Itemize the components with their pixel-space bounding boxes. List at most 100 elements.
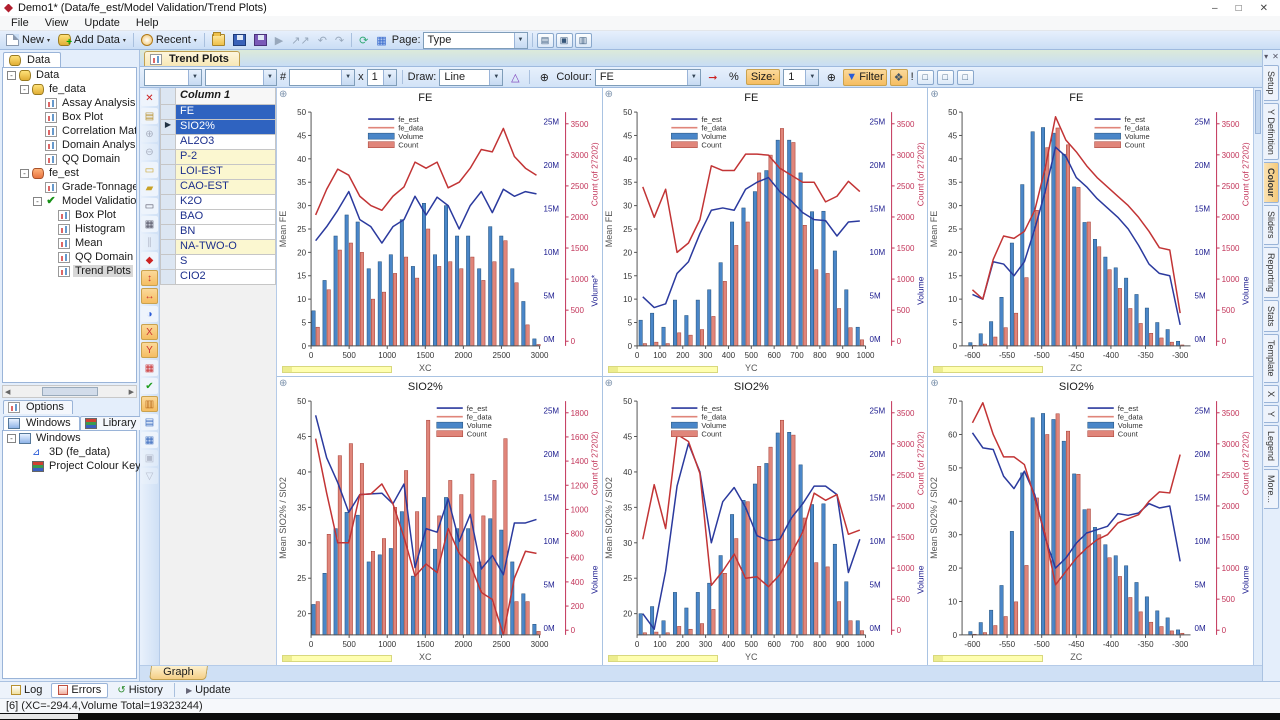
update-tab[interactable]: ▶ Update: [185, 684, 231, 696]
column-name-cell[interactable]: CIO2: [176, 270, 276, 285]
panel-tab-setup[interactable]: Setup: [1264, 65, 1279, 101]
maximize-icon[interactable]: □: [1235, 2, 1242, 14]
windows-tab[interactable]: Windows: [3, 416, 80, 430]
panel-tab-more-[interactable]: More...: [1264, 469, 1279, 510]
row-gutter[interactable]: [160, 180, 176, 195]
pan-compass-icon[interactable]: ⊕: [604, 378, 614, 389]
scroll-left-icon[interactable]: ◀: [5, 388, 11, 396]
tree-expander-icon[interactable]: -: [20, 84, 29, 94]
horizontal-extent-icon[interactable]: ↔: [141, 288, 158, 304]
menu-view[interactable]: View: [44, 17, 69, 29]
tree-item-project-colour-keys[interactable]: +Project Colour Keys: [3, 459, 146, 473]
row-gutter[interactable]: [160, 210, 176, 225]
tree-item-trend-plots[interactable]: +Trend Plots: [3, 264, 136, 278]
run-button[interactable]: ▶: [272, 32, 286, 49]
charts-vscrollbar[interactable]: [1253, 88, 1262, 665]
row-gutter[interactable]: [160, 270, 176, 285]
row-gutter[interactable]: [160, 135, 176, 150]
pin-dropdown-icon[interactable]: ▾: [1264, 52, 1269, 61]
panel-tab-reporting[interactable]: Reporting: [1264, 246, 1279, 298]
column-row-na-two-o[interactable]: NA-TWO-O: [160, 240, 276, 255]
close-icon[interactable]: ✕: [141, 90, 158, 106]
close-panel-icon[interactable]: ✕: [1272, 52, 1279, 61]
scroll-thumb[interactable]: [41, 387, 98, 396]
diamond-icon[interactable]: ◆: [141, 252, 158, 268]
size-target-button[interactable]: ⊕: [822, 69, 840, 86]
column-row-cio2[interactable]: CIO2: [160, 270, 276, 285]
percent-button[interactable]: %: [728, 71, 739, 83]
page-type-combo[interactable]: Type ▼: [422, 31, 528, 49]
new-window-icon[interactable]: ▤: [141, 108, 158, 124]
panel-tab-stats[interactable]: Stats: [1264, 299, 1279, 333]
tree-item-qq-domain[interactable]: +QQ Domain: [3, 152, 136, 166]
column-row-bao[interactable]: BAO: [160, 210, 276, 225]
log-tab[interactable]: Log: [4, 683, 49, 698]
row-gutter[interactable]: [160, 240, 176, 255]
chart-range-slider[interactable]: [933, 655, 1044, 662]
column-name-cell[interactable]: K2O: [176, 195, 276, 210]
tree-expander-icon[interactable]: -: [33, 196, 42, 206]
options-tab[interactable]: Options: [3, 400, 73, 414]
current-row-marker[interactable]: ▶: [160, 120, 176, 135]
column-row-p-2[interactable]: P-2: [160, 150, 276, 165]
apply-colour-button[interactable]: ➞: [704, 69, 722, 86]
column-row-k2o[interactable]: K2O: [160, 195, 276, 210]
pan-compass-icon[interactable]: ⊕: [279, 89, 288, 100]
tree-item-windows[interactable]: - Windows: [3, 431, 136, 445]
column-name-cell[interactable]: FE: [176, 105, 276, 120]
panel-tab-colour[interactable]: Colour: [1264, 162, 1279, 204]
trend-chart-svg[interactable]: FE 0 5 10 15 20 25 30 35 40 45 50 Mean FE -600 -550 -50…: [928, 88, 1253, 376]
chart-range-slider[interactable]: [607, 366, 718, 373]
tree-expander-icon[interactable]: -: [7, 433, 16, 443]
column-row-bn[interactable]: BN: [160, 225, 276, 240]
panel-tab-legend[interactable]: Legend: [1264, 425, 1279, 468]
scroll-right-icon[interactable]: ▶: [128, 388, 134, 396]
bin-combo[interactable]: ▼: [289, 68, 356, 86]
chart-range-slider[interactable]: [282, 655, 392, 662]
history-tab[interactable]: ↺ History: [117, 684, 163, 696]
size-combo[interactable]: 1 ▼: [783, 68, 820, 86]
panel-tab-sliders[interactable]: Sliders: [1264, 205, 1279, 245]
column-row-loi-est[interactable]: LOI-EST: [160, 165, 276, 180]
multiplier-combo[interactable]: 1 ▼: [366, 68, 397, 86]
recent-button[interactable]: Recent ▾: [138, 32, 200, 49]
pane-layout-1-button[interactable]: □: [916, 69, 934, 85]
panel-tab-y[interactable]: Y: [1264, 405, 1279, 424]
folder-open-icon[interactable]: ▭: [141, 162, 158, 178]
trend-chart-svg[interactable]: FE 0 5 10 15 20 25 30 35 40 45 50 Mean FE 0 500 1000 150…: [277, 88, 602, 376]
row-gutter[interactable]: [160, 150, 176, 165]
panel-tab-x[interactable]: X: [1264, 385, 1279, 404]
save-button[interactable]: [230, 32, 249, 49]
errors-tab[interactable]: Errors: [51, 682, 109, 698]
colour-target-button[interactable]: ⊕: [535, 69, 553, 86]
chart-range-slider[interactable]: [282, 366, 392, 373]
tree-expander-icon[interactable]: -: [20, 168, 29, 178]
column-name-cell[interactable]: NA-TWO-O: [176, 240, 276, 255]
tree-item-3d-fe-data-[interactable]: +⊿3D (fe_data): [3, 445, 136, 459]
tree-item-assay-analysis[interactable]: +Assay Analysis: [3, 96, 136, 110]
y-axis-icon[interactable]: Y: [141, 342, 158, 358]
undo-button[interactable]: ↶: [315, 32, 330, 49]
column-name-cell[interactable]: AL2O3: [176, 135, 276, 150]
tree-item-grade-tonnage-domain[interactable]: +Grade-Tonnage Domain: [3, 180, 136, 194]
chart-style-button[interactable]: △: [506, 69, 524, 86]
rectangle-icon[interactable]: ▭: [141, 198, 158, 214]
column-name-cell[interactable]: S: [176, 255, 276, 270]
table-button[interactable]: ▦: [373, 32, 389, 49]
column-row-fe[interactable]: FE: [160, 105, 276, 120]
column-name-cell[interactable]: SIO2%: [176, 120, 276, 135]
add-data-button[interactable]: Add Data▾: [55, 32, 129, 49]
tree-item-data[interactable]: - Data: [3, 68, 136, 82]
column-row-cao-est[interactable]: CAO-EST: [160, 180, 276, 195]
graph-tab[interactable]: Graph: [149, 666, 208, 680]
tree-item-fe-est[interactable]: - fe_est: [3, 166, 136, 180]
redo-button[interactable]: ↷: [332, 32, 347, 49]
histogram-icon[interactable]: ▥: [141, 396, 158, 412]
tree-item-fe-data[interactable]: - fe_data: [3, 82, 136, 96]
layout-split-button[interactable]: ▣: [555, 32, 573, 48]
row-gutter[interactable]: [160, 255, 176, 270]
library-tab[interactable]: Library: [79, 416, 146, 430]
tree-expander-icon[interactable]: -: [7, 70, 16, 80]
tree-item-domain-analysis[interactable]: +Domain Analysis: [3, 138, 136, 152]
menu-update[interactable]: Update: [84, 17, 120, 29]
